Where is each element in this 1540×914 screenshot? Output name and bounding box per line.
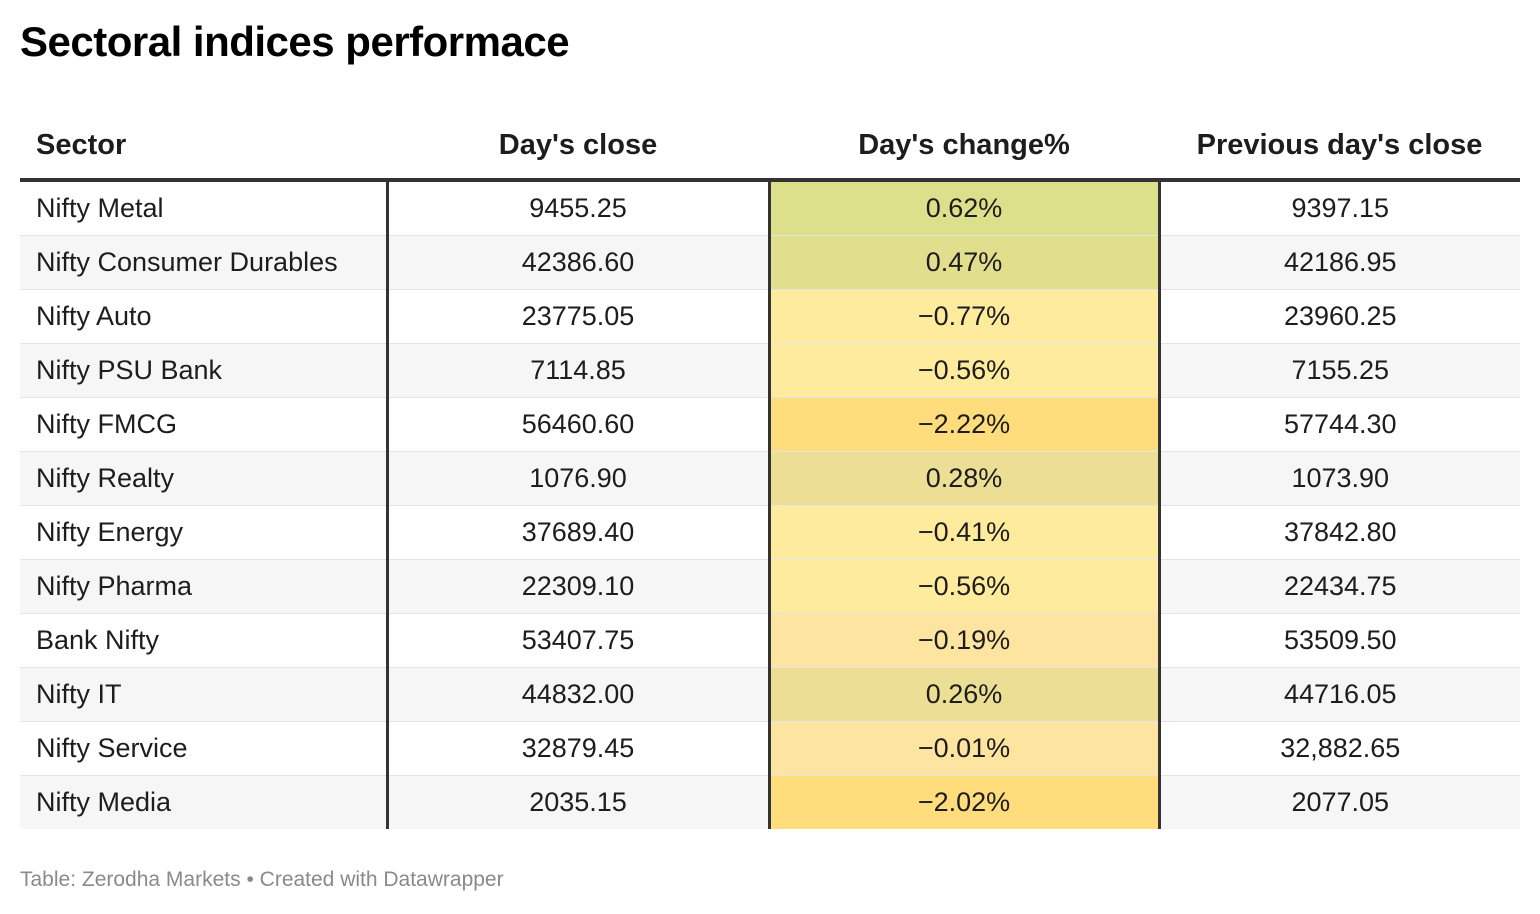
table-row: Nifty Metal 9455.25 0.62% 9397.15 [20,180,1520,236]
table-row: Nifty Pharma 22309.10 −0.56% 22434.75 [20,559,1520,614]
cell-sector: Bank Nifty [20,613,389,668]
cell-days-close: 53407.75 [387,613,771,668]
cell-days-close: 1076.90 [387,451,771,506]
column-header-previous-close[interactable]: Previous day's close [1159,112,1520,182]
table-row: Nifty Service 32879.45 −0.01% 32,882.65 [20,721,1520,776]
cell-sector: Nifty Service [20,721,389,776]
cell-days-change: −0.56% [769,559,1161,614]
cell-previous-close: 9397.15 [1159,180,1520,236]
table-header: Sector Day's close Day's change% Previou… [20,112,1520,182]
cell-previous-close: 57744.30 [1159,397,1520,452]
table-row: Nifty Realty 1076.90 0.28% 1073.90 [20,451,1520,506]
cell-days-close: 22309.10 [387,559,771,614]
cell-sector: Nifty Metal [20,180,389,236]
table-row: Nifty Auto 23775.05 −0.77% 23960.25 [20,289,1520,344]
cell-days-change: −0.19% [769,613,1161,668]
header-row: Sector Day's close Day's change% Previou… [20,112,1520,182]
cell-previous-close: 23960.25 [1159,289,1520,344]
table-row: Nifty Media 2035.15 −2.02% 2077.05 [20,775,1520,829]
cell-days-close: 37689.40 [387,505,771,560]
cell-previous-close: 42186.95 [1159,235,1520,290]
cell-previous-close: 44716.05 [1159,667,1520,722]
cell-previous-close: 2077.05 [1159,775,1520,829]
sector-table: Sector Day's close Day's change% Previou… [20,112,1520,829]
cell-sector: Nifty Energy [20,505,389,560]
cell-sector: Nifty PSU Bank [20,343,389,398]
cell-days-close: 44832.00 [387,667,771,722]
footer-separator: • [246,868,254,891]
cell-previous-close: 1073.90 [1159,451,1520,506]
cell-previous-close: 37842.80 [1159,505,1520,560]
cell-days-change: 0.26% [769,667,1161,722]
cell-sector: Nifty Auto [20,289,389,344]
footer: Table: Zerodha Markets • Created with Da… [20,868,504,892]
cell-days-close: 32879.45 [387,721,771,776]
cell-days-close: 9455.25 [387,180,771,236]
table-row: Nifty Consumer Durables 42386.60 0.47% 4218… [20,235,1520,290]
cell-sector: Nifty Consumer Durables [20,235,389,290]
table-body: Nifty Metal 9455.25 0.62% 9397.15 Nifty Cons… [20,180,1520,829]
cell-days-close: 42386.60 [387,235,771,290]
column-header-days-close[interactable]: Day's close [387,112,769,182]
cell-days-close: 23775.05 [387,289,771,344]
cell-days-change: −0.56% [769,343,1161,398]
credit-label: Created with Datawrapper [259,868,504,891]
cell-days-close: 2035.15 [387,775,771,829]
column-header-days-change[interactable]: Day's change% [769,112,1159,182]
cell-days-change: −2.02% [769,775,1161,829]
cell-days-change: −2.22% [769,397,1161,452]
cell-sector: Nifty Realty [20,451,389,506]
column-header-sector[interactable]: Sector [20,112,387,182]
source-label: Table: Zerodha Markets [20,868,241,891]
cell-sector: Nifty IT [20,667,389,722]
cell-days-change: 0.28% [769,451,1161,506]
cell-days-change: −0.41% [769,505,1161,560]
cell-sector: Nifty FMCG [20,397,389,452]
cell-sector: Nifty Pharma [20,559,389,614]
table-row: Nifty IT 44832.00 0.26% 44716.05 [20,667,1520,722]
table-row: Nifty PSU Bank 7114.85 −0.56% 7155.25 [20,343,1520,398]
cell-previous-close: 22434.75 [1159,559,1520,614]
cell-previous-close: 7155.25 [1159,343,1520,398]
cell-days-change: −0.01% [769,721,1161,776]
cell-sector: Nifty Media [20,775,389,829]
table-row: Bank Nifty 53407.75 −0.19% 53509.50 [20,613,1520,668]
cell-previous-close: 53509.50 [1159,613,1520,668]
cell-days-close: 7114.85 [387,343,771,398]
cell-days-change: 0.47% [769,235,1161,290]
table-row: Nifty Energy 37689.40 −0.41% 37842.80 [20,505,1520,560]
cell-days-change: 0.62% [769,180,1161,236]
cell-previous-close: 32,882.65 [1159,721,1520,776]
cell-days-close: 56460.60 [387,397,771,452]
chart-title: Sectoral indices performace [20,18,570,65]
table-row: Nifty FMCG 56460.60 −2.22% 57744.30 [20,397,1520,452]
cell-days-change: −0.77% [769,289,1161,344]
